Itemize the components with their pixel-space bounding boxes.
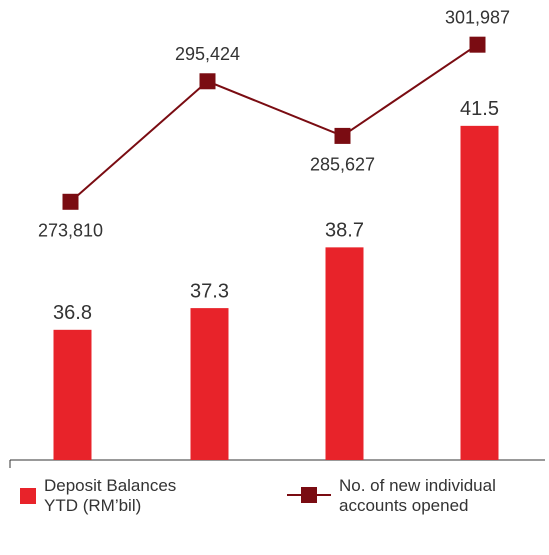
bar-label: 36.8 <box>53 302 92 324</box>
line <box>69 43 479 203</box>
chart: 1Q10 2Q10 3Q10 4Q10 36.8 37.3 38.7 41.5 273,810 2… <box>9 7 545 485</box>
x-tick-label: 4Q10 <box>459 466 501 470</box>
legend-marker <box>301 487 317 503</box>
line-marker <box>62 193 79 210</box>
bar <box>325 247 364 460</box>
line-marker <box>469 36 486 53</box>
bar <box>53 329 92 460</box>
bar <box>190 308 229 460</box>
bar-label: 38.7 <box>325 220 364 242</box>
bar <box>460 125 499 460</box>
legend-swatch <box>20 488 36 504</box>
legend-label: No. of new individual accounts opened <box>339 476 496 515</box>
bar-label: 37.3 <box>190 280 229 302</box>
x-tick-label: 3Q10 <box>324 466 366 470</box>
x-tick-label: 1Q10 <box>52 466 94 470</box>
line-label: 273,810 <box>38 221 103 241</box>
line-label: 301,987 <box>445 7 510 27</box>
line-marker <box>334 127 351 144</box>
line-label: 295,424 <box>175 44 240 64</box>
bar-label: 41.5 <box>460 98 499 120</box>
line-marker <box>199 73 216 90</box>
line-label: 285,627 <box>310 155 375 175</box>
x-tick-label: 2Q10 <box>189 466 231 470</box>
legend-label: Deposit Balances YTD (RM’bil) <box>44 476 177 515</box>
